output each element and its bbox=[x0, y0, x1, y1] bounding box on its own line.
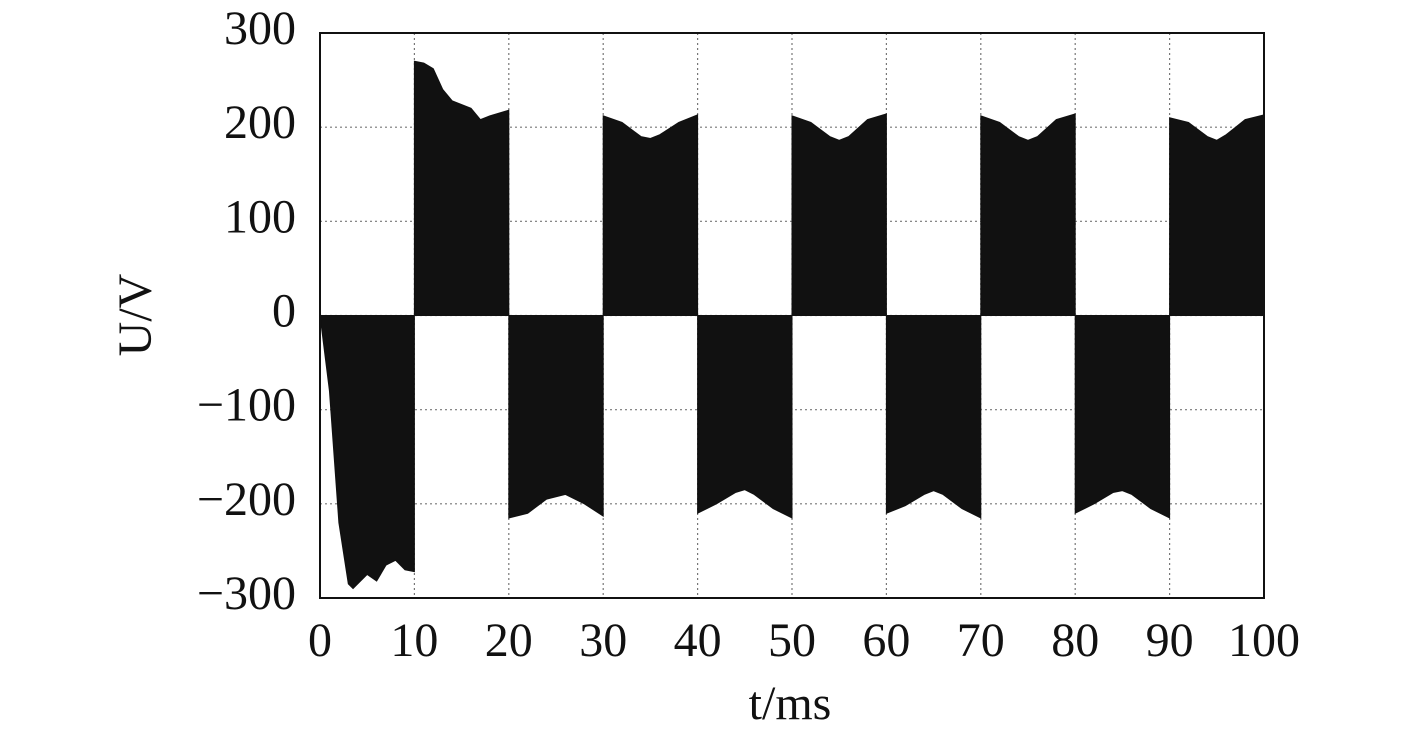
y-tick-label: 100 bbox=[224, 190, 296, 243]
y-tick-label: 0 bbox=[272, 285, 296, 338]
y-tick-label: −200 bbox=[197, 473, 296, 526]
y-axis-label: U/V bbox=[109, 273, 162, 356]
x-tick-label: 20 bbox=[485, 614, 533, 667]
x-tick-label: 90 bbox=[1146, 614, 1194, 667]
x-axis-label: t/ms bbox=[749, 677, 832, 730]
y-tick-label: −100 bbox=[197, 379, 296, 432]
x-tick-label: 30 bbox=[579, 614, 627, 667]
x-tick-label: 0 bbox=[308, 614, 332, 667]
y-tick-label: −300 bbox=[197, 567, 296, 620]
x-tick-label: 40 bbox=[674, 614, 722, 667]
y-tick-label: 200 bbox=[224, 96, 296, 149]
x-tick-label: 60 bbox=[862, 614, 910, 667]
plot-frame bbox=[319, 32, 1265, 599]
y-tick-label: 300 bbox=[224, 2, 296, 55]
x-tick-label: 50 bbox=[768, 614, 816, 667]
x-tick-label: 80 bbox=[1051, 614, 1099, 667]
area bbox=[319, 60, 1265, 590]
x-tick-label: 70 bbox=[957, 614, 1005, 667]
x-tick-label: 10 bbox=[390, 614, 438, 667]
x-tick-label: 100 bbox=[1228, 614, 1300, 667]
